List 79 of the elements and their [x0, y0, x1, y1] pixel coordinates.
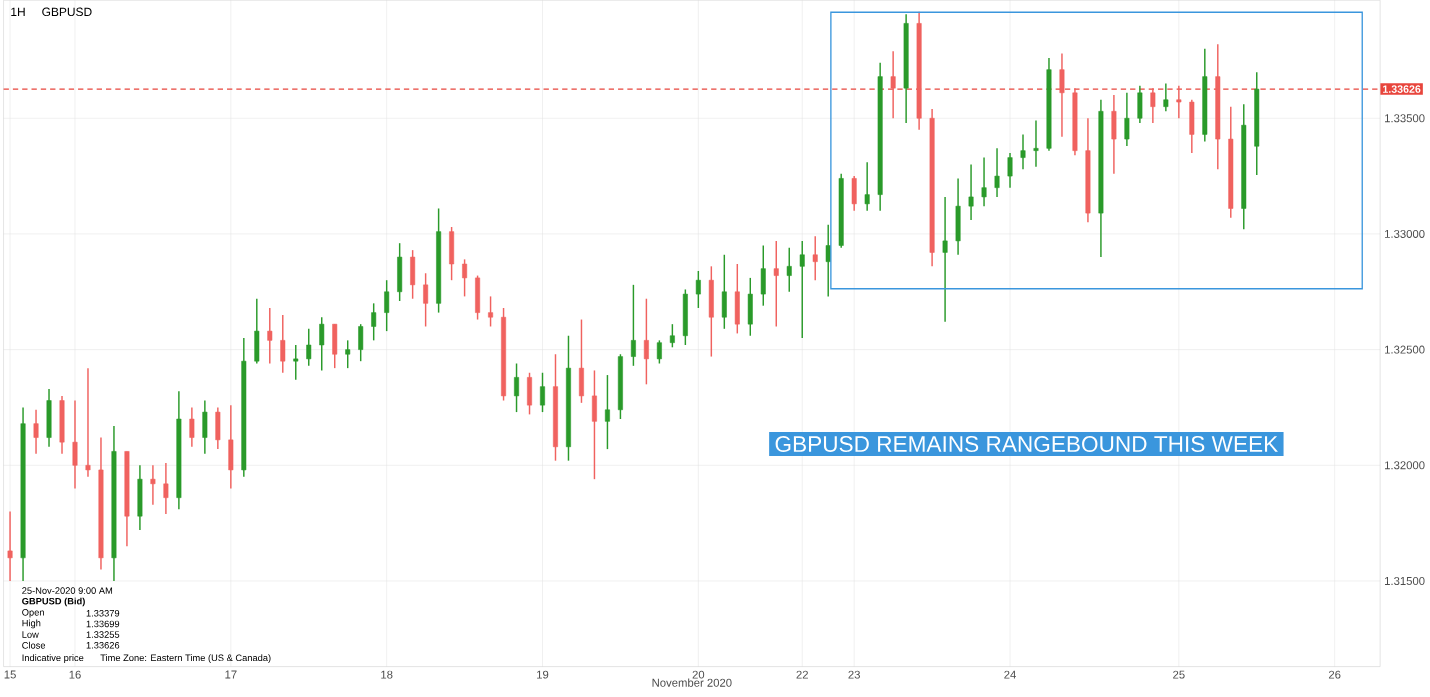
chart-title: GBPUSD: [42, 7, 92, 17]
candlestick: [319, 316, 325, 372]
x-tick-label: 15: [4, 670, 16, 679]
annotation: Time Zone: Eastern Time (US & Canada): [100, 654, 271, 664]
candlestick: [189, 406, 195, 448]
y-tick-label: 1.32500: [1385, 345, 1425, 354]
annotation: 1.33626: [86, 642, 120, 649]
candlestick: [630, 284, 636, 367]
x-tick-label: 23: [848, 670, 860, 679]
candlestick: [994, 147, 1000, 198]
candlestick: [786, 247, 792, 293]
candlestick: [371, 302, 377, 342]
annotation: Open: [22, 609, 44, 618]
candlestick: [267, 307, 273, 365]
y-tick-label: 1.31500: [1385, 577, 1425, 586]
candlestick: [72, 400, 78, 490]
candlestick: [150, 464, 156, 506]
x-tick-label: 26: [1328, 670, 1341, 679]
candlestick: [1176, 85, 1182, 120]
annotation: Low: [22, 631, 39, 639]
candlestick: [669, 323, 675, 349]
candlestick: [488, 295, 494, 328]
annotation: High: [22, 619, 41, 629]
candlestick: [799, 240, 805, 340]
candlestick: [825, 224, 831, 298]
candlestick: [7, 511, 13, 582]
candlestick: [1033, 120, 1039, 168]
candlestick: [1124, 92, 1130, 147]
candlestick: [306, 328, 312, 367]
candlestick: [942, 196, 948, 323]
candlestick: [604, 374, 610, 451]
candlestick: [345, 339, 351, 370]
x-tick-label: 16: [69, 670, 81, 679]
annotation: Close: [22, 642, 46, 649]
x-tick-label: 18: [381, 670, 393, 679]
annotation: 25-Nov-2020 9:00 AM: [22, 587, 113, 595]
candlestick: [695, 270, 701, 309]
candlestick: [462, 258, 468, 298]
candlestick: [864, 161, 870, 212]
candlestick: [656, 339, 662, 365]
annotation: Indicative price: [22, 654, 84, 664]
annotation: 1.33699: [86, 620, 120, 628]
candlestick: [423, 272, 429, 328]
x-tick-label: 20: [692, 670, 705, 679]
candlestick: [293, 344, 299, 381]
x-tick-label: 24: [1004, 670, 1016, 679]
candlestick: [1163, 83, 1169, 113]
candlestick: [1007, 152, 1013, 189]
candlestick: [1150, 87, 1156, 124]
x-axis-title: November 2020: [652, 678, 732, 687]
x-tick-label: 17: [225, 670, 237, 679]
candlestick: [384, 279, 390, 333]
y-tick-label: 1.33500: [1385, 114, 1425, 123]
candlestick: [890, 50, 896, 120]
x-tick-label: 22: [796, 670, 808, 679]
y-tick-label: 1.33000: [1385, 230, 1425, 239]
candlestick: [514, 363, 520, 414]
candlestick: [33, 409, 39, 455]
annotation: GBPUSD REMAINS RANGEBOUND THIS WEEK: [775, 436, 1278, 453]
candlestick: [773, 240, 779, 328]
annotation: 1.33379: [86, 610, 120, 617]
candlestick: [540, 372, 545, 414]
annotation: GBPUSD (Bid): [22, 597, 85, 607]
candlestick: [85, 367, 91, 478]
candlestick: [981, 157, 987, 208]
candlestick: [1020, 133, 1026, 171]
y-tick-label: 1.32000: [1385, 461, 1425, 470]
candlestick: [643, 298, 649, 386]
candlestick: [1059, 52, 1065, 138]
candlestick: [812, 235, 818, 282]
ref-line-label: 1.33626: [1383, 85, 1421, 94]
candlestick: [280, 314, 286, 374]
candlestick: [163, 462, 169, 515]
candlestick: [968, 164, 974, 222]
chart-subtitle: 1H: [11, 7, 25, 17]
annotation: 1.33255: [86, 631, 120, 639]
x-tick-label: 25: [1173, 670, 1185, 679]
candlestick: [358, 323, 364, 363]
x-tick-label: 19: [537, 670, 549, 679]
